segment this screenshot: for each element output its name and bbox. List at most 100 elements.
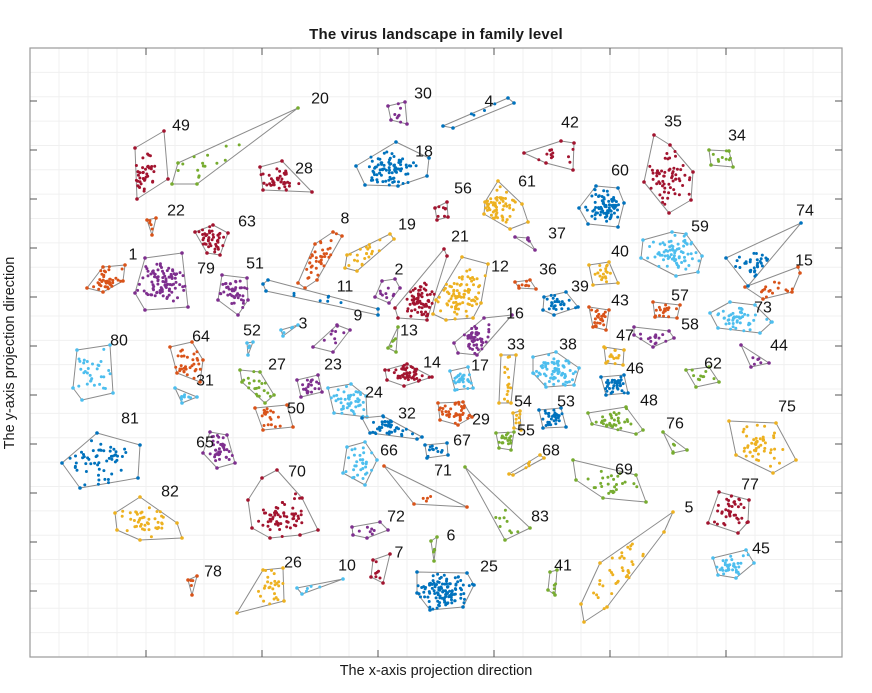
cluster-label-73: 73 [754, 300, 772, 317]
cluster-hull-31 [174, 387, 198, 404]
cluster-label-55: 55 [517, 423, 535, 440]
cluster-label-81: 81 [121, 411, 139, 428]
cluster-group-65 [201, 430, 237, 470]
cluster-group-73 [708, 300, 774, 335]
chart-title: The virus landscape in family level [309, 26, 563, 43]
cluster-group-34 [707, 148, 735, 169]
cluster-group-39 [541, 290, 580, 317]
cluster-label-80: 80 [110, 333, 128, 350]
cluster-group-62 [684, 365, 721, 389]
cluster-hull-26 [236, 567, 285, 614]
cluster-label-35: 35 [664, 114, 682, 131]
cluster-group-36 [513, 278, 538, 291]
cluster-label-64: 64 [192, 329, 210, 346]
cluster-label-26: 26 [284, 555, 302, 572]
cluster-hull-71 [383, 465, 468, 508]
cluster-label-75: 75 [778, 399, 796, 416]
cluster-group-38 [531, 350, 581, 389]
cluster-label-25: 25 [480, 559, 498, 576]
cluster-group-68 [507, 453, 546, 477]
cluster-group-17 [448, 365, 475, 392]
cluster-label-82: 82 [161, 484, 179, 501]
cluster-group-27 [238, 368, 276, 405]
cluster-label-69: 69 [615, 462, 633, 479]
cluster-hull-37 [514, 236, 536, 251]
cluster-group-18 [354, 140, 431, 188]
cluster-label-71: 71 [434, 463, 452, 480]
cluster-group-31 [173, 386, 199, 405]
cluster-label-56: 56 [454, 181, 472, 198]
cluster-group-44 [739, 343, 771, 369]
cluster-group-64 [168, 340, 205, 384]
cluster-label-17: 17 [471, 358, 489, 375]
cluster-group-15 [743, 265, 802, 301]
cluster-label-47: 47 [616, 328, 634, 345]
cluster-group-82 [113, 495, 184, 542]
cluster-group-28 [258, 159, 314, 194]
cluster-group-71 [382, 464, 469, 509]
cluster-group-48 [586, 405, 645, 436]
cluster-label-52: 52 [243, 323, 261, 340]
cluster-hull-32 [361, 415, 423, 440]
cluster-group-19 [343, 232, 396, 273]
cluster-group-33 [497, 353, 518, 405]
cluster-label-2: 2 [395, 262, 404, 279]
cluster-label-18: 18 [415, 144, 433, 161]
cluster-label-62: 62 [704, 356, 722, 373]
cluster-label-20: 20 [311, 91, 329, 108]
cluster-group-13 [386, 325, 400, 354]
cluster-hull-3 [280, 324, 299, 337]
cluster-group-12 [431, 255, 490, 322]
cluster-label-38: 38 [559, 337, 577, 354]
cluster-label-43: 43 [611, 293, 629, 310]
cluster-group-29 [436, 400, 474, 427]
cluster-group-53 [537, 406, 568, 430]
cluster-hull-42 [523, 140, 575, 171]
cluster-hull-39 [542, 291, 579, 316]
cluster-label-32: 32 [398, 406, 416, 423]
cluster-group-41 [546, 568, 559, 597]
cluster-label-13: 13 [400, 323, 418, 340]
cluster-group-3 [279, 323, 300, 338]
cluster-hull-10 [296, 578, 344, 595]
cluster-group-76 [661, 430, 689, 455]
grid-lines [30, 48, 842, 657]
cluster-hull-83 [464, 466, 531, 541]
cluster-label-49: 49 [172, 118, 190, 135]
cluster-label-22: 22 [167, 203, 185, 220]
clusters [60, 96, 803, 624]
cluster-group-25 [415, 570, 476, 612]
cluster-label-19: 19 [398, 217, 416, 234]
cluster-group-24 [326, 382, 369, 419]
cluster-label-57: 57 [671, 288, 689, 305]
cluster-group-5 [579, 510, 675, 624]
cluster-group-83 [463, 465, 532, 542]
cluster-group-21 [393, 247, 449, 322]
cluster-label-21: 21 [451, 229, 469, 246]
cluster-label-31: 31 [196, 373, 214, 390]
cluster-labels: 1234567891011121314151617181920212223242… [110, 86, 814, 581]
cluster-hull-19 [344, 233, 395, 272]
cluster-hull-77 [707, 491, 750, 534]
cluster-label-4: 4 [485, 94, 494, 111]
x-axis-label: The x-axis projection direction [339, 663, 533, 679]
cluster-label-67: 67 [453, 433, 471, 450]
cluster-group-52 [245, 340, 255, 357]
cluster-group-51 [216, 273, 250, 317]
cluster-label-39: 39 [571, 279, 589, 296]
cluster-label-79: 79 [197, 261, 215, 278]
cluster-label-45: 45 [752, 541, 770, 558]
cluster-group-67 [423, 441, 450, 460]
cluster-group-42 [522, 139, 576, 172]
cluster-hull-70 [247, 469, 319, 539]
cluster-group-6 [429, 535, 439, 563]
cluster-label-72: 72 [387, 509, 405, 526]
cluster-hull-65 [202, 431, 236, 469]
cluster-label-27: 27 [268, 357, 286, 374]
cluster-label-14: 14 [423, 355, 441, 372]
cluster-group-49 [133, 129, 170, 201]
cluster-group-50 [253, 403, 295, 432]
cluster-hull-5 [580, 511, 674, 623]
cluster-label-50: 50 [287, 401, 305, 418]
cluster-group-77 [706, 490, 751, 535]
